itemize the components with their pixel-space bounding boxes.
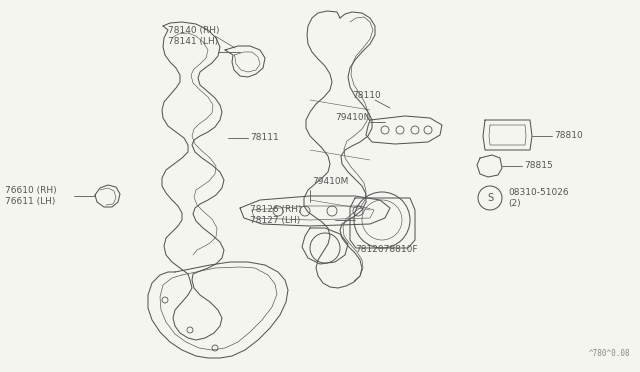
Text: 78815: 78815 — [524, 161, 553, 170]
Text: ^780^0.08: ^780^0.08 — [588, 349, 630, 358]
Text: 79410N: 79410N — [335, 113, 371, 122]
Text: 78111: 78111 — [250, 134, 279, 142]
Text: 7812078810F: 7812078810F — [355, 246, 417, 254]
Text: 76610 (RH)
76611 (LH): 76610 (RH) 76611 (LH) — [5, 186, 56, 206]
Text: 08310-51026
(2): 08310-51026 (2) — [508, 188, 568, 208]
Text: 78110: 78110 — [352, 90, 381, 99]
Text: 79410M: 79410M — [312, 177, 348, 186]
Text: 78126 (RH)
78127 (LH): 78126 (RH) 78127 (LH) — [250, 205, 301, 225]
Text: 78810: 78810 — [554, 131, 583, 141]
Text: 78140 (RH)
78141 (LH): 78140 (RH) 78141 (LH) — [168, 26, 220, 46]
Text: S: S — [487, 193, 493, 203]
